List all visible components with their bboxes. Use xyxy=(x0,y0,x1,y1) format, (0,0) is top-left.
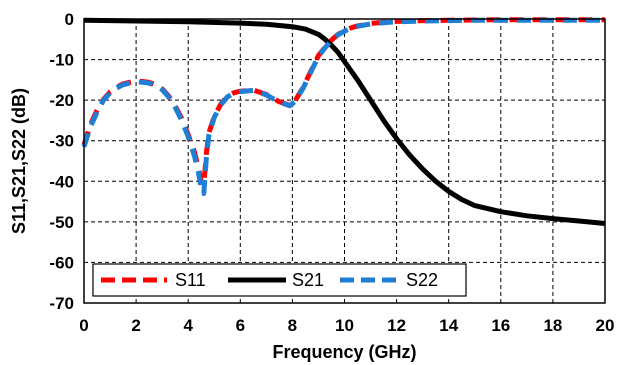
x-axis-label: Frequency (GHz) xyxy=(272,342,416,362)
x-tick-label-8: 16 xyxy=(491,316,510,335)
y-tick-label-1: -10 xyxy=(49,51,74,70)
series-line-s22 xyxy=(81,17,605,196)
x-tick-label-2: 4 xyxy=(183,316,193,335)
series-line-s21 xyxy=(83,17,606,226)
y-axis-label: S11,S21,S22 (dB) xyxy=(9,88,29,234)
legend-label-s11: S11 xyxy=(175,270,206,290)
grid-lines xyxy=(84,19,605,303)
y-tick-label-6: -60 xyxy=(49,253,74,272)
plot-frame xyxy=(83,18,606,304)
legend-label-s22: S22 xyxy=(406,270,438,290)
x-tick-label-7: 14 xyxy=(439,316,458,335)
x-tick-label-4: 8 xyxy=(288,316,297,335)
y-tick-label-4: -40 xyxy=(49,172,74,191)
x-tick-label-10: 20 xyxy=(596,316,615,335)
legend: S11 S21 S22 xyxy=(92,263,467,297)
y-tick-labels: 0 -10 -20 -30 -40 -50 -60 -70 xyxy=(49,10,74,313)
y-tick-label-7: -70 xyxy=(49,294,74,313)
x-tick-label-6: 12 xyxy=(387,316,406,335)
y-tick-label-5: -50 xyxy=(49,213,74,232)
series-lines xyxy=(81,17,606,226)
x-tick-label-5: 10 xyxy=(335,316,354,335)
y-tick-label-3: -30 xyxy=(49,132,74,151)
x-tick-label-3: 6 xyxy=(236,316,245,335)
x-tick-labels: 0 2 4 6 8 10 12 14 16 18 20 xyxy=(79,316,614,335)
x-tick-label-0: 0 xyxy=(79,316,88,335)
legend-label-s21: S21 xyxy=(292,270,324,290)
x-tick-label-1: 2 xyxy=(131,316,140,335)
y-tick-label-2: -20 xyxy=(49,91,74,110)
x-tick-label-9: 18 xyxy=(543,316,562,335)
y-tick-label-0: 0 xyxy=(65,10,74,29)
